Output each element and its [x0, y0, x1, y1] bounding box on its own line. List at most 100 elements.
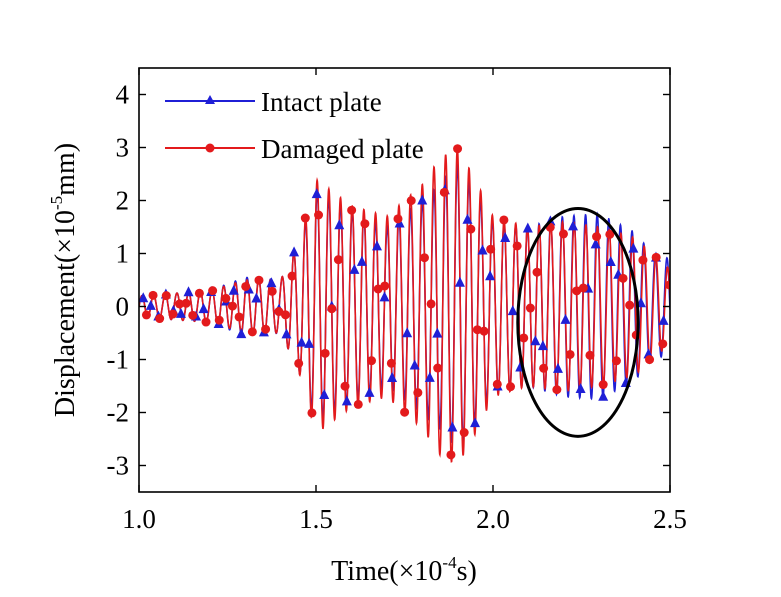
y-tick-label: 3: [116, 133, 130, 163]
damaged-marker: [208, 286, 218, 296]
intact-marker: [198, 303, 209, 314]
damaged-marker: [320, 348, 330, 358]
damaged-marker: [466, 224, 476, 234]
damaged-marker: [658, 339, 668, 349]
damaged-marker: [413, 388, 423, 398]
damaged-marker: [386, 358, 396, 368]
intact-marker: [552, 362, 563, 373]
intact-marker: [507, 305, 518, 316]
damaged-marker: [221, 293, 231, 303]
damaged-marker: [227, 301, 237, 311]
x-ticks: 1.0 1.5 2.0 2.5: [122, 68, 687, 534]
intact-marker: [462, 213, 473, 224]
damaged-marker: [188, 310, 198, 320]
y-tick-label: 0: [116, 292, 130, 322]
y-ticks: -3 -2 -1 0 1 2 3 4: [107, 80, 670, 481]
damaged-marker: [492, 379, 502, 389]
y-tick-label: -3: [107, 451, 130, 481]
intact-marker: [522, 222, 533, 233]
intact-marker: [409, 359, 420, 370]
damaged-marker: [400, 407, 410, 417]
x-axis-title: Time(×10-4s): [331, 553, 477, 587]
intact-marker: [379, 291, 390, 302]
x-tick-label: 1.5: [299, 504, 333, 534]
intact-marker: [658, 314, 669, 325]
intact-marker: [341, 395, 352, 406]
damaged-marker: [201, 317, 211, 327]
intact-marker: [402, 327, 413, 338]
damaged-marker: [419, 253, 429, 263]
damaged-marker: [300, 213, 310, 223]
y-axis-title: Displacement(×10-5mm): [47, 143, 81, 417]
damaged-marker: [525, 303, 535, 313]
damaged-marker: [327, 304, 337, 314]
intact-marker: [251, 292, 262, 303]
damaged-marker: [426, 299, 436, 309]
intact-marker: [432, 327, 443, 338]
damaged-marker: [618, 273, 628, 283]
intact-marker: [530, 335, 541, 346]
intact-marker: [311, 188, 322, 199]
intact-marker: [334, 219, 345, 230]
intact-marker: [228, 284, 239, 295]
damaged-marker: [347, 205, 357, 215]
damaged-marker: [261, 324, 271, 334]
damaged-marker: [241, 281, 251, 291]
intact-marker: [470, 417, 481, 428]
intact-marker: [349, 263, 360, 274]
legend-damaged-label: Damaged plate: [261, 134, 424, 164]
damaged-marker: [439, 187, 449, 197]
damaged-marker: [161, 291, 171, 301]
intact-marker: [477, 244, 488, 255]
legend-damaged-marker: [205, 143, 215, 153]
damaged-marker: [598, 380, 608, 390]
intact-marker: [560, 313, 571, 324]
damaged-marker: [340, 381, 350, 391]
intact-marker: [500, 232, 511, 243]
intact-marker: [575, 383, 586, 394]
intact-marker: [590, 238, 601, 249]
damaged-marker: [651, 252, 661, 262]
damaged-marker: [214, 315, 224, 325]
x-tick-label: 1.0: [122, 504, 156, 534]
intact-marker: [175, 307, 186, 318]
legend-intact-marker: [205, 95, 215, 104]
damaged-marker: [314, 210, 324, 220]
intact-marker: [356, 255, 367, 266]
damaged-marker: [360, 219, 370, 229]
intact-marker: [319, 388, 330, 399]
damaged-marker: [181, 298, 191, 308]
intact-marker: [281, 328, 292, 339]
damaged-marker: [453, 144, 463, 154]
damaged-marker: [611, 356, 621, 366]
damaged-marker: [280, 310, 290, 320]
intact-marker: [296, 336, 307, 347]
damaged-marker: [625, 300, 635, 310]
intact-marker: [364, 386, 375, 397]
legend: Intact plate Damaged plate: [165, 87, 424, 164]
damaged-marker: [380, 281, 390, 291]
plot-frame: [138, 67, 671, 493]
damaged-marker: [446, 450, 456, 460]
intact-marker: [628, 242, 639, 253]
intact-marker: [598, 390, 609, 401]
x-tick-label: 2.0: [476, 504, 510, 534]
damaged-marker: [486, 244, 496, 254]
damaged-marker: [254, 275, 264, 285]
damaged-marker: [552, 385, 562, 395]
intact-marker: [139, 292, 149, 303]
damaged-marker: [459, 428, 469, 438]
legend-intact-label: Intact plate: [261, 87, 382, 117]
damaged-marker: [664, 280, 670, 290]
damaged-marker: [406, 196, 416, 206]
y-tick-label: 1: [116, 239, 130, 269]
damaged-marker: [367, 356, 377, 366]
damaged-marker: [506, 382, 516, 392]
damaged-marker: [585, 350, 595, 360]
damaged-marker: [499, 215, 509, 225]
intact-marker: [266, 277, 277, 288]
damaged-marker: [148, 290, 158, 300]
intact-marker: [605, 255, 616, 266]
intact-marker: [424, 371, 435, 382]
